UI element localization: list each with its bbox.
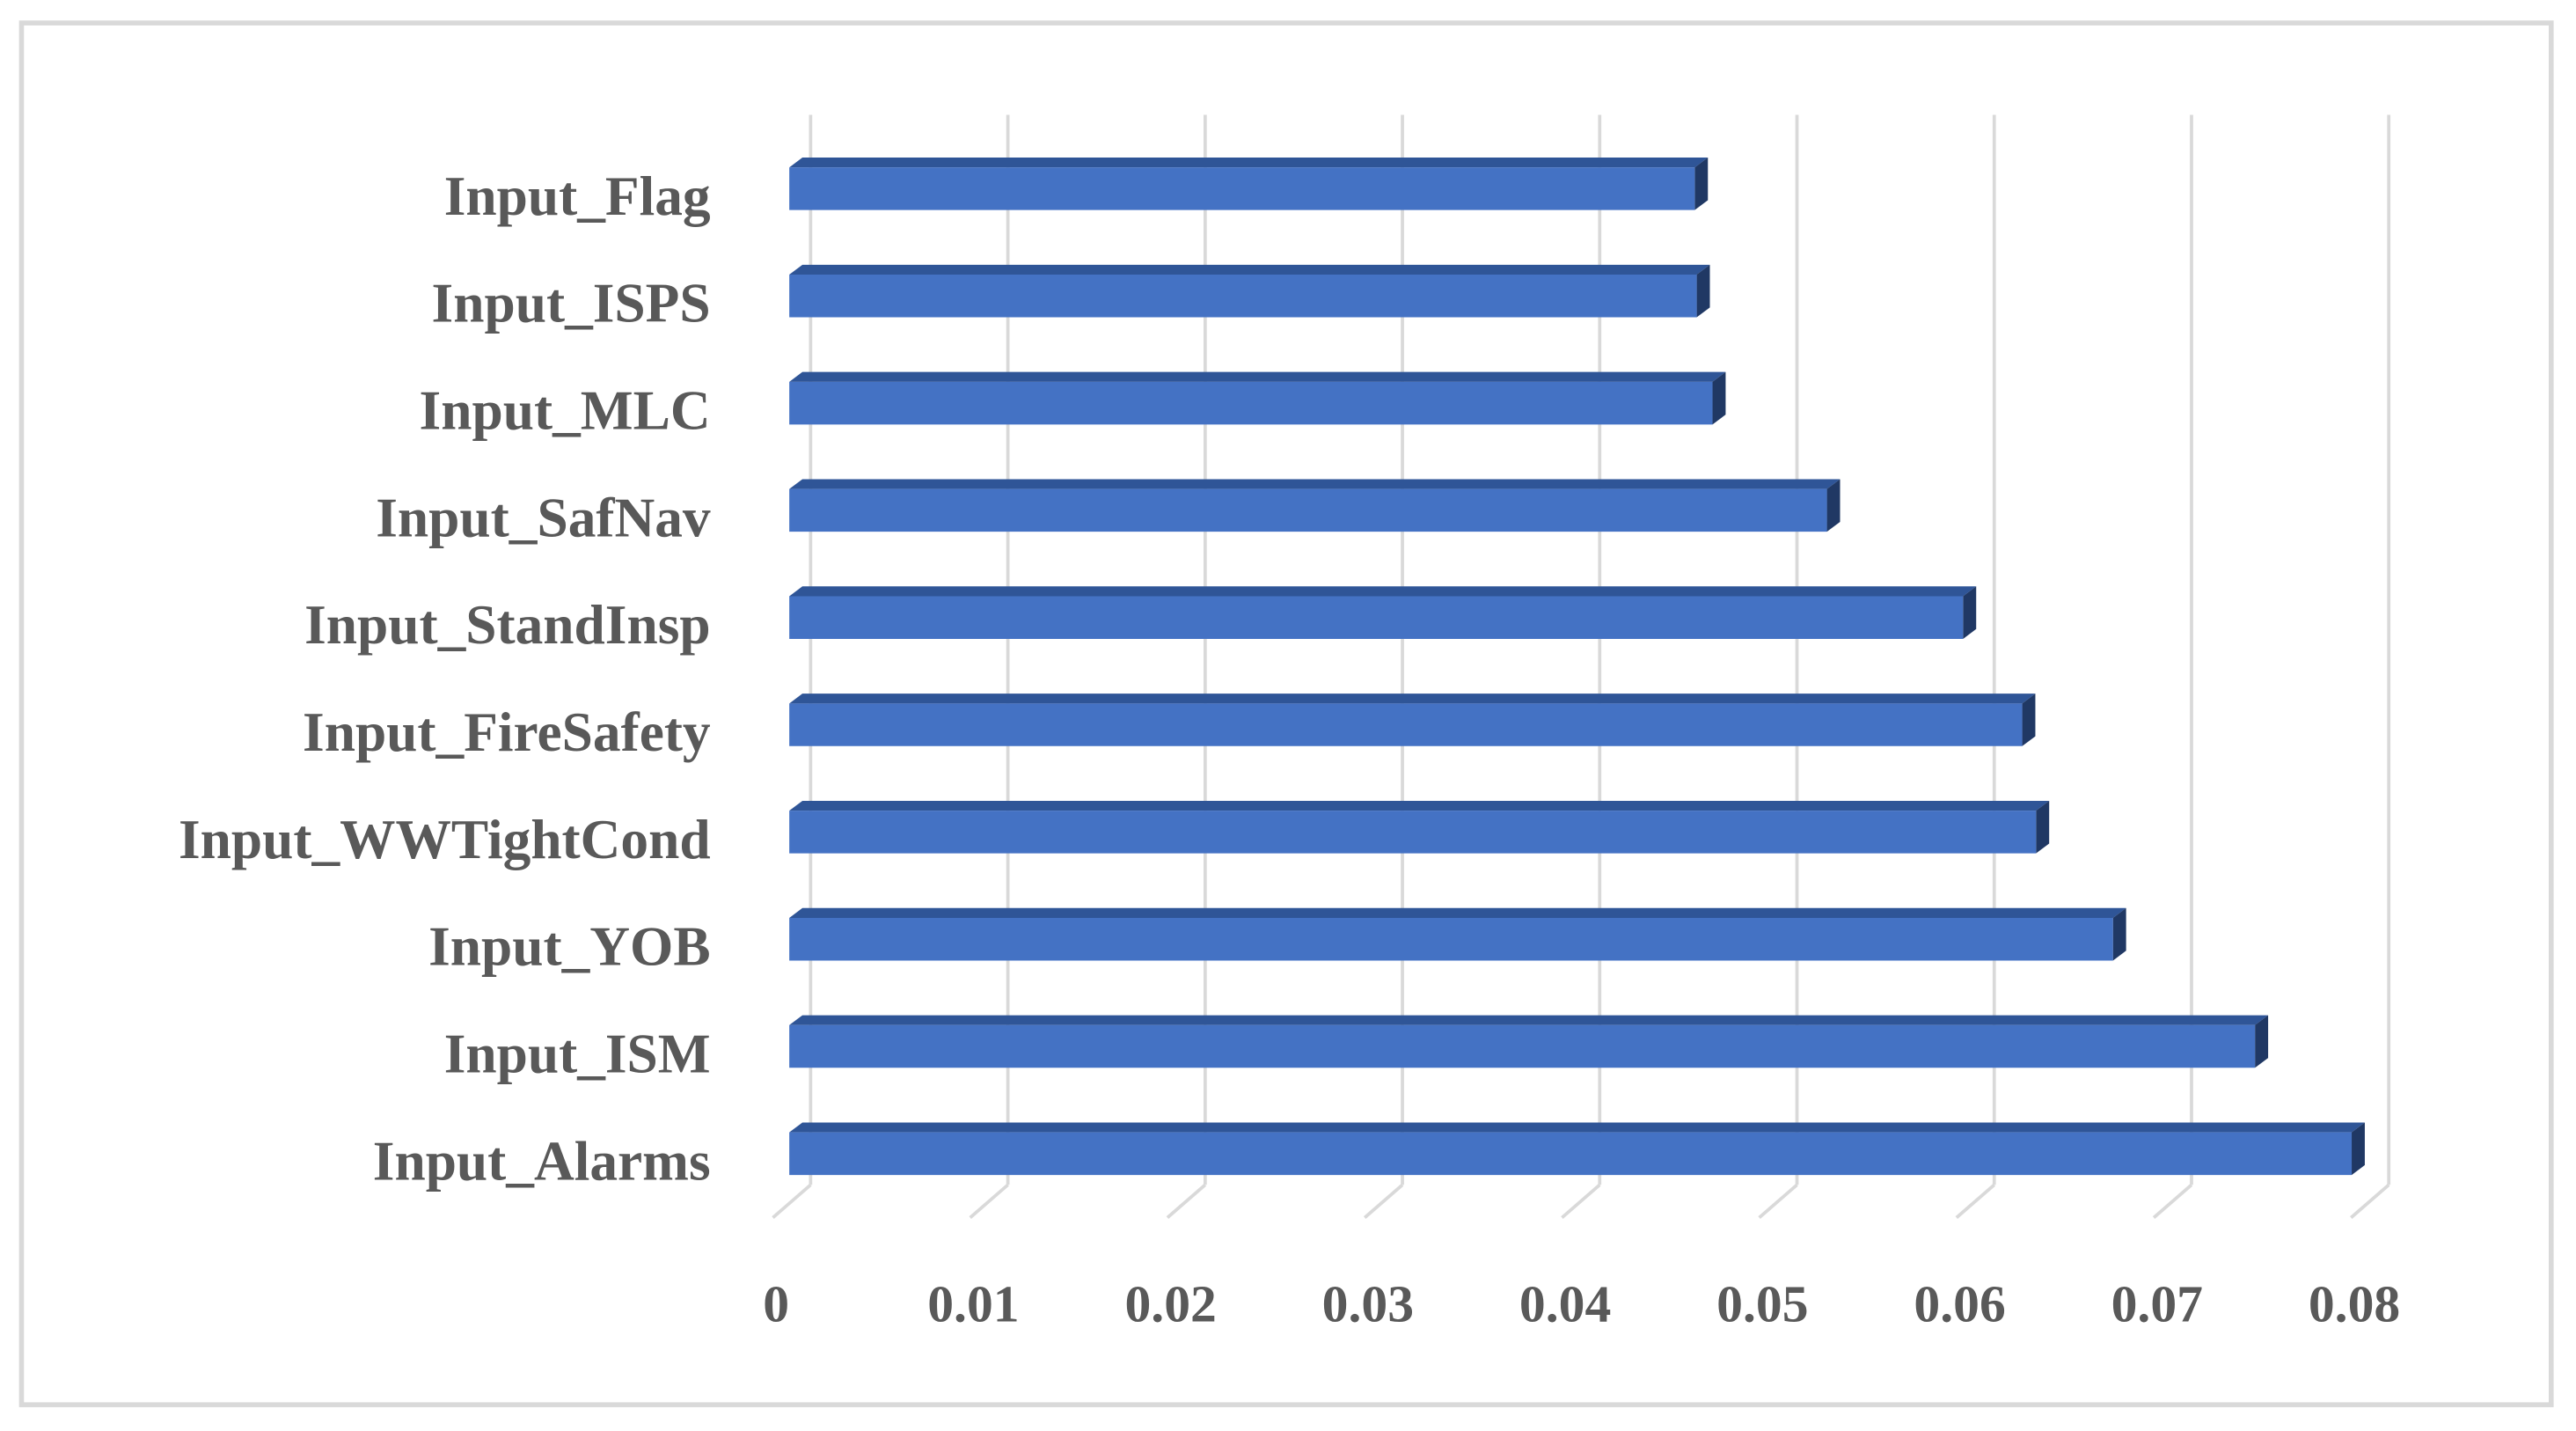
- grid-line-floor: [1561, 1183, 1601, 1219]
- bar-top: [789, 693, 2036, 704]
- y-tick-label: Input_MLC: [420, 380, 711, 442]
- grid-line-floor: [2152, 1183, 2193, 1219]
- bar: [789, 264, 1710, 318]
- bar: [789, 1122, 2365, 1176]
- bar-top: [789, 1122, 2365, 1133]
- y-tick-label: Input_Flag: [444, 165, 711, 227]
- bar: [789, 479, 1841, 532]
- y-tick-label: Input_Alarms: [373, 1130, 711, 1192]
- bar: [789, 907, 2126, 961]
- bar-side: [2255, 1015, 2269, 1068]
- bar-front: [789, 381, 1713, 425]
- y-tick-label: Input_StandInsp: [304, 594, 711, 656]
- x-tick-label: 0.08: [2309, 1275, 2400, 1333]
- grid-line-floor: [1758, 1183, 1798, 1219]
- bar-top: [789, 479, 1841, 489]
- x-tick-label: 0.06: [1914, 1275, 2005, 1333]
- x-tick-label: 0.01: [927, 1275, 1019, 1333]
- x-tick-label: 0.04: [1519, 1275, 1611, 1333]
- bar: [789, 1015, 2269, 1068]
- bar-top: [789, 264, 1710, 275]
- bar: [789, 586, 1977, 639]
- bar-front: [789, 596, 1964, 639]
- bar-side: [2352, 1122, 2365, 1176]
- grid-line-floor: [1363, 1183, 1404, 1219]
- bar-front: [789, 1132, 2353, 1176]
- bar-side: [1963, 586, 1977, 639]
- x-tick-label: 0.03: [1322, 1275, 1414, 1333]
- bar-top: [789, 907, 2126, 918]
- grid-line-floor: [2350, 1183, 2390, 1219]
- y-tick-label: Input_ISM: [444, 1024, 711, 1085]
- bar-top: [789, 800, 2050, 811]
- bar-side: [1712, 371, 1726, 425]
- grid-line-floor: [1955, 1183, 1995, 1219]
- bar-front: [789, 917, 2113, 961]
- bar-front: [789, 703, 2023, 746]
- bar-front: [789, 811, 2037, 854]
- bar-top: [789, 158, 1709, 168]
- bar-front: [789, 275, 1697, 318]
- bar-top: [789, 586, 1977, 597]
- bar-side: [1694, 158, 1709, 210]
- bar-side: [2022, 693, 2036, 746]
- bar-side: [2112, 907, 2126, 961]
- bar-front: [789, 167, 1695, 210]
- y-tick-label: Input_FireSafety: [303, 701, 711, 763]
- bar: [789, 371, 1726, 425]
- x-tick-label: 0.05: [1716, 1275, 1808, 1333]
- grid-line-floor: [772, 1183, 812, 1219]
- x-tick-label: 0: [763, 1275, 789, 1333]
- y-tick-label: Input_WWTightCond: [179, 809, 711, 870]
- bar-side: [2036, 800, 2050, 854]
- bar-top: [789, 1015, 2269, 1025]
- bar: [789, 693, 2036, 746]
- grid-line-floor: [969, 1183, 1009, 1219]
- bar-side: [1696, 264, 1710, 318]
- y-tick-label: Input_SafNav: [376, 487, 711, 548]
- bar-front: [789, 1024, 2256, 1068]
- bar-top: [789, 371, 1726, 382]
- bar-side: [1826, 479, 1841, 532]
- bar: [789, 158, 1709, 210]
- x-tick-label: 0.07: [2111, 1275, 2203, 1333]
- y-tick-label: Input_YOB: [428, 916, 711, 978]
- bar-front: [789, 488, 1827, 532]
- grid-line-floor: [1166, 1183, 1207, 1219]
- bar: [789, 800, 2050, 854]
- y-tick-label: Input_ISPS: [432, 273, 711, 334]
- x-tick-label: 0.02: [1124, 1275, 1216, 1333]
